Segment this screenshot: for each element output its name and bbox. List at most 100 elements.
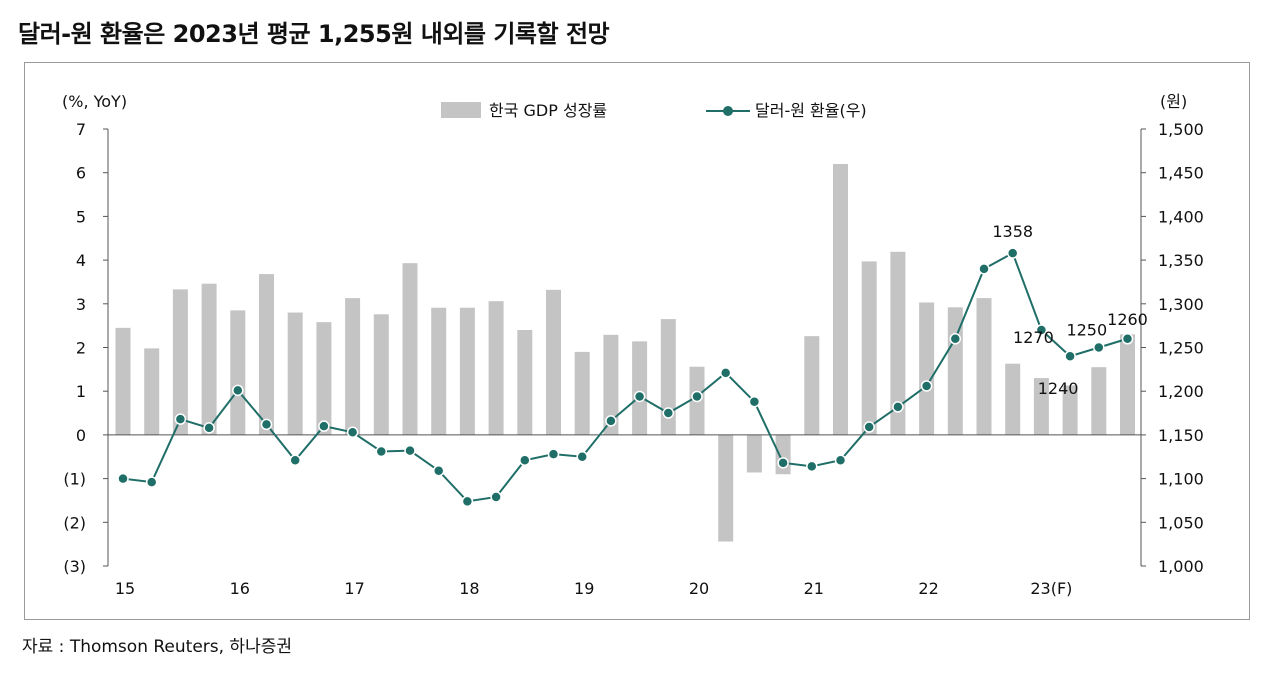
x-tick-label: 18 <box>459 579 479 598</box>
gdp-bar <box>574 351 590 435</box>
source-note: 자료 : Thomson Reuters, 하나증권 <box>22 637 292 657</box>
exchange-rate-point <box>117 472 129 485</box>
x-tick-label: 16 <box>230 579 250 598</box>
gdp-bar <box>890 251 906 435</box>
right-axis-ticks: 1,500 1,450 1,400 1,350 1,300 1,250 1,200 1,150… <box>1141 120 1204 576</box>
gdp-bar <box>718 434 734 542</box>
x-tick-label: 21 <box>804 579 824 598</box>
data-label: 1260 <box>1107 310 1148 329</box>
left-tick-label: (1) <box>63 470 86 489</box>
data-label: 1250 <box>1066 321 1107 340</box>
exchange-rate-point <box>318 420 330 432</box>
gdp-bar <box>861 261 877 435</box>
exchange-rate-point <box>519 454 531 466</box>
left-tick-label: 4 <box>76 251 86 270</box>
gdp-bar <box>172 289 188 435</box>
gdp-bar <box>804 336 820 435</box>
exchange-rate-point <box>777 457 789 469</box>
gdp-bar <box>976 298 992 435</box>
exchange-rate-point <box>748 395 761 408</box>
exchange-rate-point <box>375 445 388 458</box>
right-tick-label: 1,000 <box>1158 557 1204 576</box>
exchange-rate-point <box>662 407 675 419</box>
gdp-bar <box>746 434 762 473</box>
exchange-rate-markers <box>117 247 1134 508</box>
right-tick-label: 1,150 <box>1158 426 1204 445</box>
exchange-rate-point <box>203 422 215 434</box>
left-tick-label: (2) <box>63 513 86 532</box>
gdp-bar <box>115 327 131 435</box>
chart-title: 달러-원 환율은 2023년 평균 1,255원 내외를 기록할 전망 <box>18 20 610 48</box>
exchange-rate-point <box>1121 333 1134 345</box>
exchange-rate-point <box>547 448 560 460</box>
right-tick-label: 1,350 <box>1158 251 1204 270</box>
gdp-bar <box>230 310 246 435</box>
exchange-rate-point <box>576 451 588 463</box>
exchange-rate-point <box>806 460 818 473</box>
bar-series <box>115 163 1135 542</box>
right-tick-label: 1,450 <box>1158 164 1204 183</box>
x-tick-label: 20 <box>689 579 709 598</box>
exchange-rate-point <box>461 495 474 508</box>
exchange-rate-point <box>346 426 359 439</box>
gdp-bar <box>316 322 332 435</box>
gdp-bar <box>546 289 561 435</box>
exchange-rate-point <box>289 454 301 466</box>
exchange-rate-point <box>145 476 158 488</box>
right-tick-label: 1,100 <box>1158 470 1204 489</box>
gdp-bar <box>402 263 418 435</box>
gdp-bar <box>919 302 935 435</box>
exchange-rate-point <box>232 384 244 397</box>
exchange-rate-point <box>691 390 703 403</box>
legend-line-label: 달러-원 환율(우) <box>755 101 867 120</box>
data-label: 1240 <box>1038 379 1079 398</box>
right-tick-label: 1,500 <box>1158 120 1204 139</box>
right-tick-label: 1,300 <box>1158 295 1204 314</box>
legend-bar-label: 한국 GDP 성장률 <box>489 101 607 120</box>
left-tick-label: 1 <box>76 382 86 401</box>
x-tick-label: 23(F) <box>1030 579 1072 598</box>
legend: 한국 GDP 성장률 달러-원 환율(우) <box>441 101 867 120</box>
gdp-bar <box>1091 367 1107 435</box>
exchange-rate-point <box>174 413 187 425</box>
gdp-bar <box>144 348 160 435</box>
x-axis-labels: 15 16 17 18 19 20 21 22 23(F) <box>115 579 1073 598</box>
left-tick-label: (3) <box>63 557 86 576</box>
gdp-bar <box>459 307 475 435</box>
exchange-rate-point <box>260 418 273 431</box>
exchange-rate-point <box>1035 324 1048 336</box>
gdp-bar <box>345 298 361 435</box>
right-tick-label: 1,200 <box>1158 382 1204 401</box>
legend-line-marker <box>723 106 733 116</box>
gdp-bar <box>201 283 217 435</box>
exchange-rate-point <box>605 415 617 427</box>
x-tick-label: 19 <box>574 579 594 598</box>
left-tick-label: 3 <box>76 295 86 314</box>
x-tick-label: 17 <box>344 579 364 598</box>
exchange-rate-point <box>432 464 445 477</box>
left-axis-ticks: 7 6 5 4 3 2 1 0 (1) (2) (3) <box>63 120 108 576</box>
exchange-rate-point <box>1093 341 1105 354</box>
chart-frame <box>24 62 1250 620</box>
gdp-bar <box>1005 363 1021 435</box>
left-axis-unit: (%, YoY) <box>62 92 127 111</box>
exchange-rate-point <box>633 390 646 403</box>
exchange-rate-point <box>920 380 933 392</box>
exchange-rate-point <box>834 454 847 466</box>
data-label: 1270 <box>1013 328 1054 347</box>
gdp-bar <box>431 307 447 435</box>
exchange-rate-point <box>892 401 904 413</box>
left-tick-label: 5 <box>76 207 86 226</box>
exchange-rate-point <box>863 421 875 433</box>
gdp-bar <box>632 341 648 435</box>
exchange-rate-point <box>719 367 732 379</box>
gdp-bar <box>603 334 619 435</box>
x-tick-label: 15 <box>115 579 135 598</box>
x-tick-label: 22 <box>918 579 938 598</box>
gdp-bar <box>1120 334 1135 435</box>
gdp-bar <box>287 312 303 435</box>
exchange-rate-point <box>1064 350 1076 362</box>
gdp-bar <box>1033 378 1049 435</box>
